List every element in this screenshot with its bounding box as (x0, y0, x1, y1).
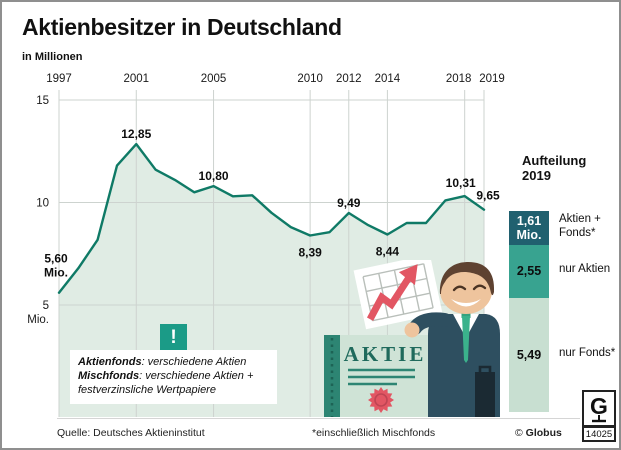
stocks-illustration: AKTIE (324, 260, 500, 417)
bar-segment: 1,61 Mio. (509, 211, 549, 245)
data-label: 8,39 (298, 246, 322, 260)
note-desc: : verschiedene Aktien + festverzinsliche… (78, 369, 254, 396)
source-credit: Quelle: Deutsches Aktieninstitut (57, 427, 205, 439)
footer-divider (57, 418, 580, 419)
rising-chart-card-icon (353, 260, 443, 330)
tie-icon (462, 316, 470, 363)
x-tick-label: 1997 (46, 73, 72, 85)
x-tick-label: 2019 (479, 73, 505, 85)
logo-letter: G (590, 393, 608, 419)
x-tick-label: 2018 (446, 73, 472, 85)
copyright: © Globus (515, 427, 562, 439)
bar-segment-label: nur Aktien (559, 263, 611, 276)
chart-unit-subtitle: in Millionen (22, 51, 83, 63)
y-tick-label: 5 (43, 300, 49, 312)
x-tick-label: 2005 (201, 73, 227, 85)
hand-icon (404, 322, 420, 338)
data-label: 9,65 (476, 189, 500, 203)
certificate-title: AKTIE (344, 342, 427, 366)
data-label: 8,44 (376, 244, 400, 258)
data-label: 5,60 (44, 252, 68, 266)
data-label: Mio. (44, 266, 68, 280)
bar-segment-value: Mio. (516, 227, 542, 242)
graphic-id-badge: 14025 (582, 426, 616, 442)
breakdown-stacked-bar: 1,61 Mio. 2,55 5,49 (509, 211, 549, 412)
seal-icon (368, 387, 394, 413)
bar-segment: 5,49 (509, 297, 549, 412)
bar-segment-label: nur Fonds* (559, 347, 616, 360)
footnote: *einschließlich Mischfonds (312, 427, 436, 439)
data-label: 12,85 (121, 127, 151, 141)
x-tick-label: 2014 (375, 73, 401, 85)
data-label: 10,31 (446, 176, 476, 190)
x-tick-label: 2012 (336, 73, 362, 85)
trend-line (57, 142, 486, 294)
breakdown-heading: Aufteilung 2019 (522, 153, 587, 183)
bar-segment-value: 2,55 (516, 264, 542, 279)
data-label: 10,80 (199, 169, 229, 183)
note-term: Mischfonds (78, 369, 140, 382)
bar-segment-value: 1,61 (516, 213, 542, 228)
data-label: 9,49 (337, 196, 361, 210)
page-title: Aktienbesitzer in Deutschland (22, 14, 342, 40)
businessman-icon (404, 262, 500, 417)
up-arrow-icon (366, 264, 418, 321)
exclamation-icon: ! (160, 324, 187, 351)
briefcase-icon (475, 365, 495, 417)
bar-segment: 2,55 (509, 244, 549, 298)
note-desc: : verschiedene Aktien (141, 356, 247, 368)
bar-segment-label: Aktien + Fonds* (559, 213, 601, 239)
bar-segment-value: 5,49 (516, 347, 542, 362)
globus-logo: G (582, 390, 616, 427)
y-tick-label: 10 (36, 198, 49, 210)
y-tick-label: 15 (36, 95, 49, 107)
definition-note: Aktienfonds: verschiedene Aktien Mischfo… (70, 350, 277, 404)
note-term: Aktienfonds (78, 356, 142, 368)
x-tick-label: 2001 (123, 73, 149, 85)
y-axis-unit-label: Mio. (27, 314, 49, 326)
x-tick-label: 2010 (297, 73, 323, 85)
